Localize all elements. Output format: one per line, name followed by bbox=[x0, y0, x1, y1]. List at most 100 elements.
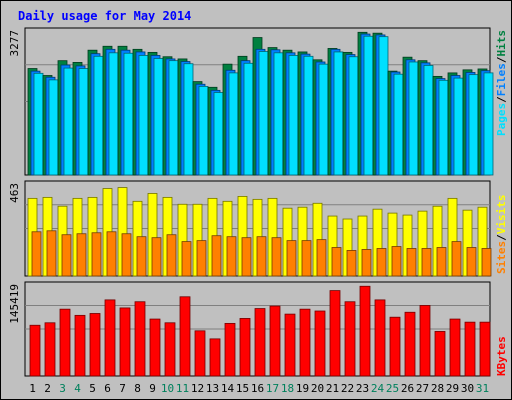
legend-item-top-0: Pages bbox=[495, 103, 508, 136]
bar-sites-day-15 bbox=[241, 237, 252, 277]
x-tick-label-day-20: 20 bbox=[311, 382, 324, 395]
chart-title: Daily usage for May 2014 bbox=[18, 9, 191, 23]
bar-pages-day-2 bbox=[48, 79, 59, 176]
x-tick-label-day-30: 30 bbox=[461, 382, 474, 395]
bar-pages-day-31 bbox=[483, 72, 494, 176]
bar-pages-day-6 bbox=[108, 52, 119, 176]
bar-kbytes-day-31 bbox=[479, 321, 491, 377]
bar-sites-day-28 bbox=[436, 247, 447, 277]
bar-sites-day-5 bbox=[91, 232, 102, 277]
bar-pages-day-10 bbox=[168, 60, 179, 176]
bar-pages-day-16 bbox=[258, 51, 269, 176]
bar-sites-day-25 bbox=[391, 246, 402, 277]
bar-pages-day-20 bbox=[318, 63, 329, 176]
bar-kbytes-day-28 bbox=[434, 331, 446, 377]
legend-item-top-1: / bbox=[495, 96, 508, 103]
x-tick-label-day-24: 24 bbox=[371, 382, 385, 395]
bar-pages-day-30 bbox=[468, 74, 479, 176]
bar-sites-day-21 bbox=[331, 247, 342, 277]
bar-kbytes-day-10 bbox=[164, 322, 176, 377]
bar-kbytes-day-3 bbox=[59, 308, 71, 377]
x-tick-label-day-18: 18 bbox=[281, 382, 294, 395]
legend-item-middle-1: / bbox=[495, 234, 508, 241]
bar-sites-day-16 bbox=[256, 236, 267, 277]
x-tick-label-day-12: 12 bbox=[191, 382, 204, 395]
x-tick-label-day-2: 2 bbox=[44, 382, 51, 395]
bar-kbytes-day-12 bbox=[194, 330, 206, 377]
bar-kbytes-day-16 bbox=[254, 308, 266, 377]
x-tick-label-day-26: 26 bbox=[401, 382, 414, 395]
bar-sites-day-20 bbox=[316, 239, 327, 277]
x-tick-label-day-16: 16 bbox=[251, 382, 264, 395]
bar-pages-day-14 bbox=[228, 72, 239, 176]
legend-item-top-3: / bbox=[495, 56, 508, 63]
bar-kbytes-day-18 bbox=[284, 313, 296, 377]
bar-kbytes-day-4 bbox=[74, 314, 86, 377]
bar-sites-day-22 bbox=[346, 250, 357, 277]
bar-sites-day-29 bbox=[451, 241, 462, 277]
bar-pages-day-5 bbox=[93, 55, 104, 176]
x-tick-label-day-15: 15 bbox=[236, 382, 249, 395]
bar-kbytes-day-27 bbox=[419, 305, 431, 377]
bar-kbytes-day-5 bbox=[89, 313, 101, 377]
x-tick-label-day-4: 4 bbox=[74, 382, 81, 395]
bar-pages-day-7 bbox=[123, 52, 134, 176]
x-tick-label-day-29: 29 bbox=[446, 382, 459, 395]
bar-kbytes-day-30 bbox=[464, 321, 476, 377]
bar-pages-day-28 bbox=[438, 79, 449, 176]
bar-sites-day-3 bbox=[61, 234, 72, 277]
bar-kbytes-day-8 bbox=[134, 301, 146, 377]
bar-sites-day-14 bbox=[226, 236, 237, 277]
bar-sites-day-10 bbox=[166, 234, 177, 277]
bar-pages-day-9 bbox=[153, 58, 164, 176]
bar-sites-day-19 bbox=[301, 240, 312, 277]
bar-pages-day-1 bbox=[33, 72, 44, 176]
bar-pages-day-18 bbox=[288, 55, 299, 176]
bar-kbytes-day-20 bbox=[314, 310, 326, 377]
bar-sites-day-17 bbox=[271, 237, 282, 277]
bar-kbytes-day-19 bbox=[299, 308, 311, 377]
bar-pages-day-22 bbox=[348, 56, 359, 176]
x-tick-label-day-8: 8 bbox=[134, 382, 141, 395]
x-tick-label-day-10: 10 bbox=[161, 382, 174, 395]
bar-kbytes-day-9 bbox=[149, 318, 161, 377]
legend-item-middle-0: Sites bbox=[495, 241, 508, 274]
bar-pages-day-13 bbox=[213, 92, 224, 176]
bar-pages-day-11 bbox=[183, 63, 194, 176]
x-tick-label-day-23: 23 bbox=[356, 382, 369, 395]
bar-kbytes-day-6 bbox=[104, 299, 116, 377]
bar-sites-day-30 bbox=[466, 247, 477, 277]
x-tick-label-day-9: 9 bbox=[149, 382, 156, 395]
bar-sites-day-18 bbox=[286, 240, 297, 277]
x-tick-label-day-13: 13 bbox=[206, 382, 219, 395]
y-max-label-bottom: 145419 bbox=[8, 284, 21, 324]
bar-kbytes-day-25 bbox=[389, 316, 401, 377]
bar-kbytes-day-22 bbox=[344, 301, 356, 377]
bar-kbytes-day-2 bbox=[44, 322, 56, 377]
x-tick-label-day-22: 22 bbox=[341, 382, 354, 395]
bar-kbytes-day-24 bbox=[374, 299, 386, 377]
bar-kbytes-day-14 bbox=[224, 322, 236, 377]
bar-sites-day-26 bbox=[406, 248, 417, 277]
bar-pages-day-26 bbox=[408, 61, 419, 176]
bar-sites-day-24 bbox=[376, 248, 387, 277]
x-tick-label-day-1: 1 bbox=[29, 382, 36, 395]
legend-top: Pages/Files/Hits bbox=[495, 30, 508, 136]
bar-sites-day-9 bbox=[151, 237, 162, 277]
bar-sites-day-1 bbox=[31, 231, 42, 277]
bar-sites-day-13 bbox=[211, 235, 222, 277]
bar-sites-day-4 bbox=[76, 233, 87, 277]
bar-sites-day-6 bbox=[106, 231, 117, 277]
bar-kbytes-day-21 bbox=[329, 290, 341, 377]
x-tick-label-day-27: 27 bbox=[416, 382, 429, 395]
x-tick-label-day-25: 25 bbox=[386, 382, 399, 395]
bar-sites-day-27 bbox=[421, 248, 432, 277]
bar-sites-day-31 bbox=[481, 248, 492, 277]
legend-item-top-2: Files bbox=[495, 63, 508, 96]
x-tick-label-day-21: 21 bbox=[326, 382, 339, 395]
legend-item-bottom-0: KBytes bbox=[495, 336, 508, 376]
bar-sites-day-8 bbox=[136, 236, 147, 277]
bar-kbytes-day-11 bbox=[179, 296, 191, 377]
bar-pages-day-8 bbox=[138, 55, 149, 176]
